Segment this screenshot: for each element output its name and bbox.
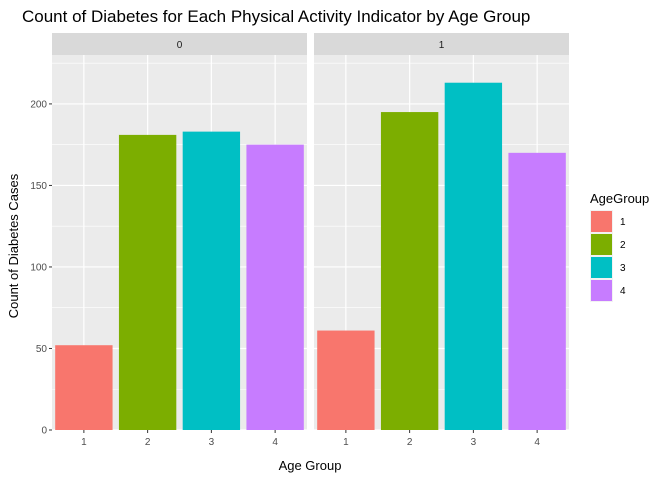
legend-label: 3 — [620, 263, 626, 274]
legend-swatch — [591, 234, 612, 255]
legend-title: AgeGroup — [590, 191, 649, 206]
x-axis-title: Age Group — [279, 458, 342, 473]
legend-label: 4 — [620, 286, 626, 297]
bar — [55, 345, 113, 430]
legend-swatch — [591, 257, 612, 278]
x-tick-label: 2 — [407, 437, 413, 448]
facet-strip — [314, 33, 569, 55]
legend-label: 1 — [620, 217, 626, 228]
y-tick-label: 150 — [30, 181, 47, 192]
legend-label: 2 — [620, 240, 626, 251]
y-tick-label: 200 — [30, 99, 47, 110]
x-tick-label: 1 — [81, 437, 87, 448]
x-tick-label: 3 — [471, 437, 477, 448]
y-tick-label: 0 — [41, 426, 47, 437]
bar — [246, 144, 304, 430]
x-tick-label: 4 — [534, 437, 540, 448]
bar — [444, 82, 503, 430]
legend: AgeGroup 1 2 3 4 — [590, 191, 649, 302]
bar — [118, 134, 177, 431]
x-tick-label: 1 — [343, 437, 349, 448]
legend-swatch — [591, 280, 612, 301]
legend-swatch — [591, 211, 612, 232]
bar — [380, 112, 439, 430]
x-tick-label: 4 — [272, 437, 278, 448]
facet-panel: 1 1 2 3 4 — [314, 33, 569, 448]
facet-strip-label: 1 — [439, 40, 445, 51]
facet-strip-label: 0 — [177, 40, 183, 51]
y-axis-title: Count of Diabetes Cases — [6, 173, 21, 318]
y-tick-label: 50 — [36, 344, 48, 355]
x-tick-label: 2 — [145, 437, 151, 448]
chart-title: Count of Diabetes for Each Physical Acti… — [22, 7, 530, 26]
facet-panel: 0 1 2 3 4 — [52, 33, 307, 448]
y-axis-ticks: 0 50 100 150 200 — [30, 99, 52, 437]
bar — [317, 330, 375, 430]
facet-strip — [52, 33, 307, 55]
bar — [508, 152, 566, 430]
facet-panels: 0 1 2 3 4 1 1 2 3 4 — [52, 33, 569, 448]
y-tick-label: 100 — [30, 262, 47, 273]
x-tick-label: 3 — [209, 437, 215, 448]
bar — [182, 131, 241, 430]
